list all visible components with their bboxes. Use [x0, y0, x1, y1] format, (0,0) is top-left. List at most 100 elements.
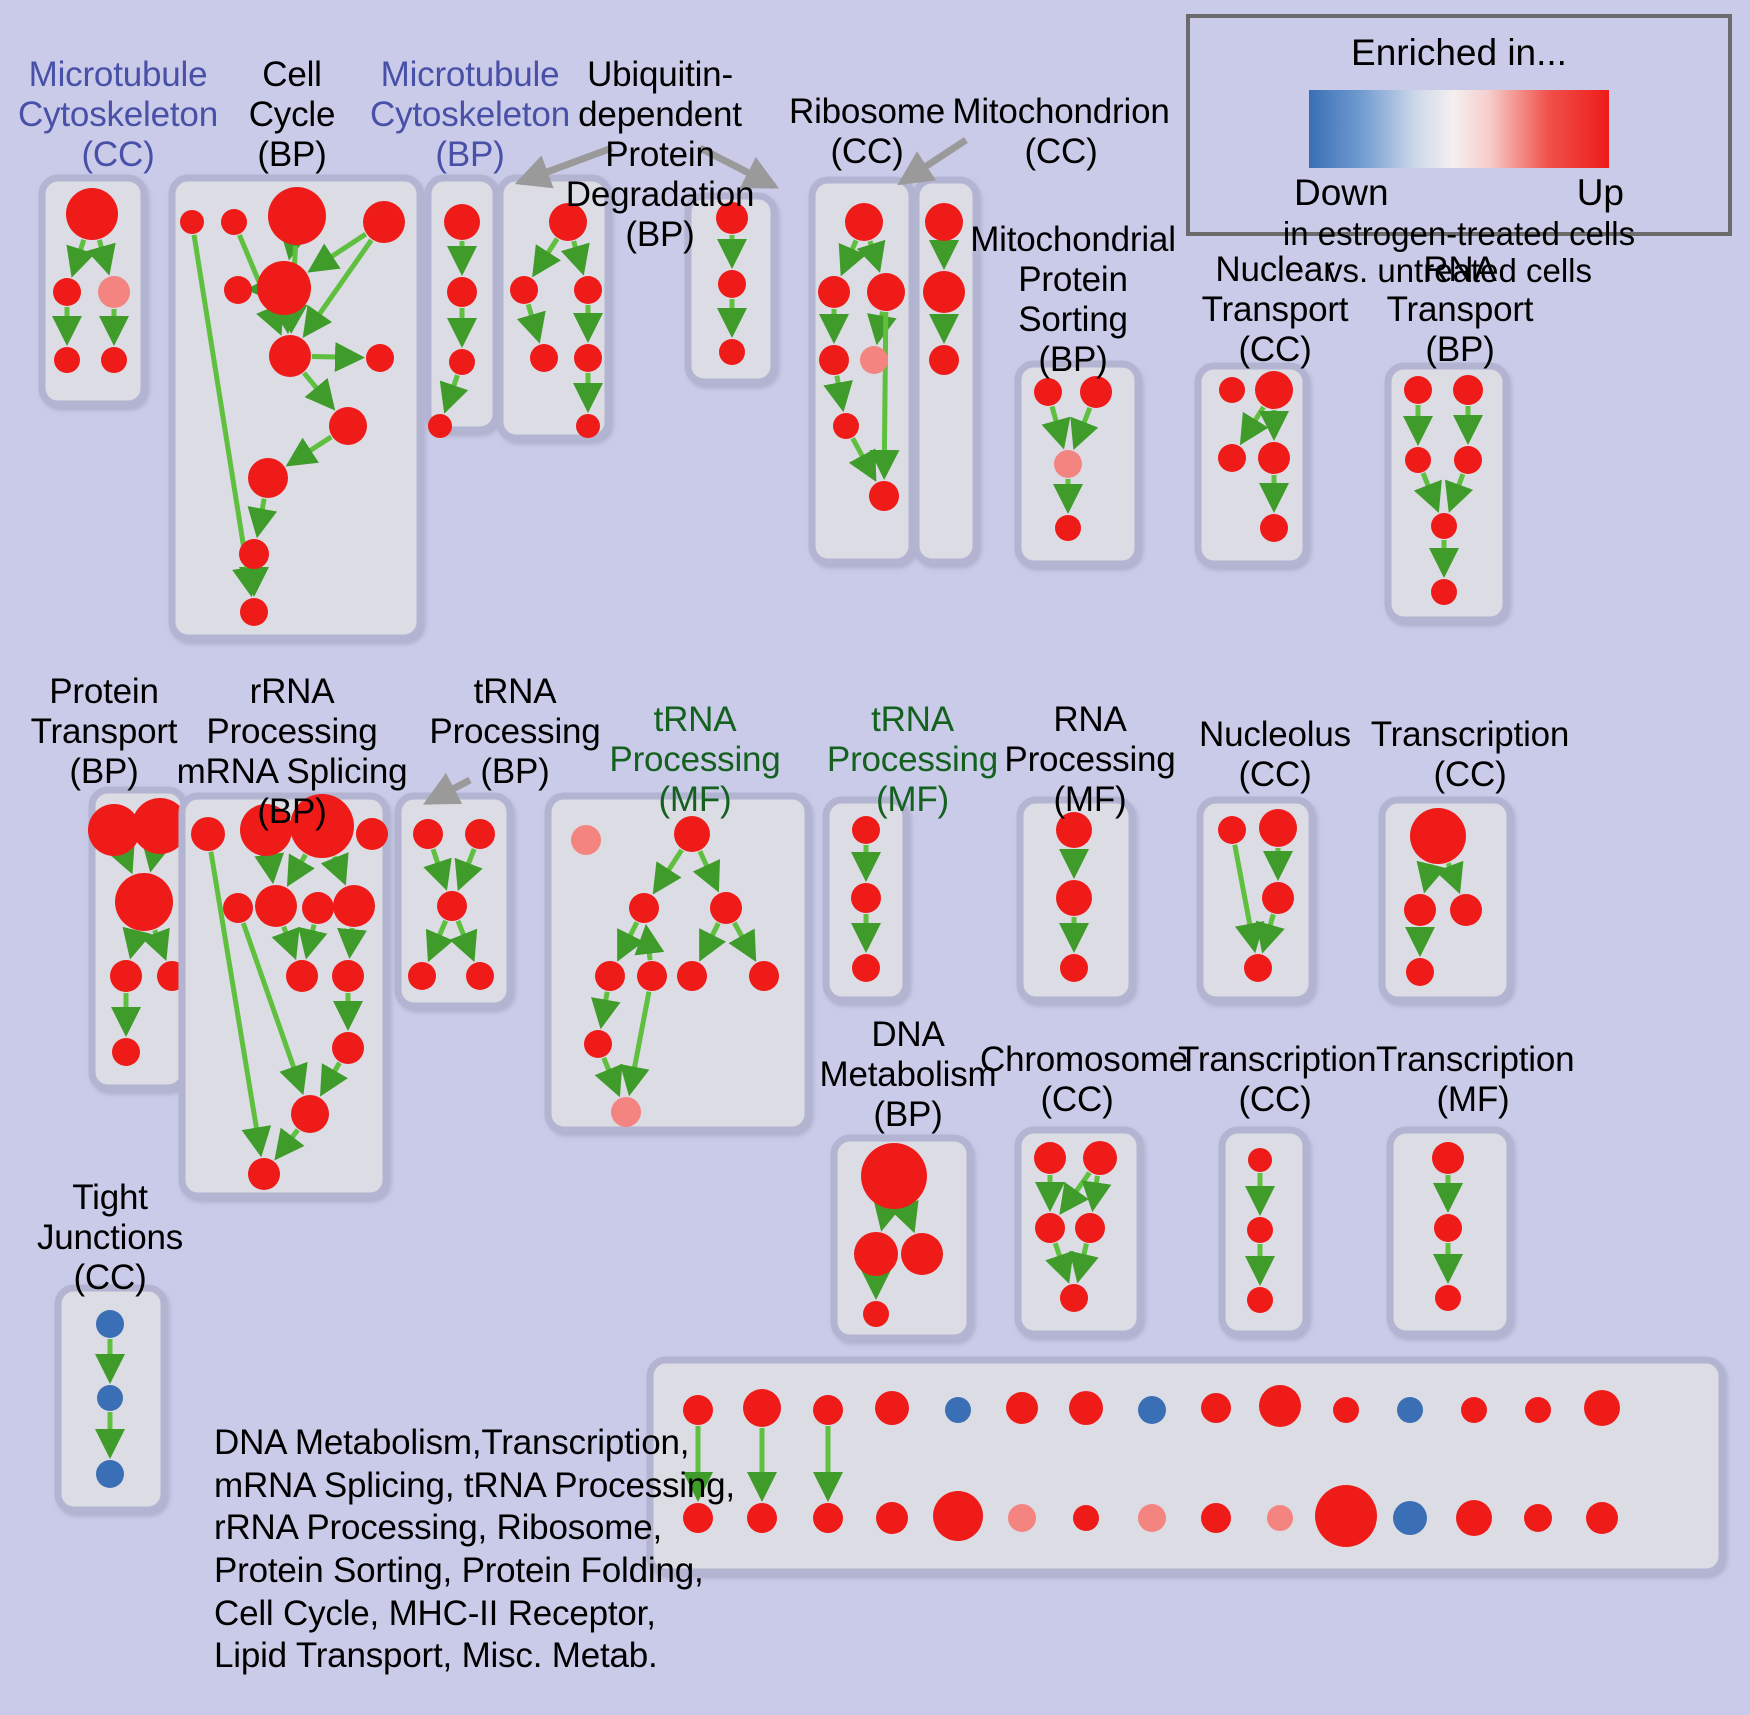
network-node[interactable] — [876, 1502, 908, 1534]
network-node[interactable] — [1434, 1214, 1462, 1242]
network-node[interactable] — [819, 345, 849, 375]
network-node[interactable] — [1247, 1287, 1273, 1313]
network-node[interactable] — [925, 203, 963, 241]
network-node[interactable] — [1055, 515, 1081, 541]
network-node[interactable] — [674, 816, 710, 852]
network-node[interactable] — [291, 1095, 329, 1133]
network-node[interactable] — [1075, 1213, 1105, 1243]
network-node[interactable] — [54, 347, 80, 373]
network-node[interactable] — [945, 1397, 971, 1423]
network-node[interactable] — [255, 885, 297, 927]
network-node[interactable] — [845, 203, 883, 241]
network-node[interactable] — [428, 414, 452, 438]
network-node[interactable] — [716, 202, 748, 234]
network-node[interactable] — [180, 210, 204, 234]
network-node[interactable] — [710, 892, 742, 924]
network-node[interactable] — [447, 277, 477, 307]
network-node[interactable] — [1454, 446, 1482, 474]
network-node[interactable] — [1404, 894, 1436, 926]
network-node[interactable] — [933, 1491, 983, 1541]
network-node[interactable] — [221, 209, 247, 235]
network-node[interactable] — [749, 961, 779, 991]
network-node[interactable] — [413, 819, 443, 849]
network-node[interactable] — [224, 276, 252, 304]
network-node[interactable] — [1267, 1505, 1293, 1531]
network-node[interactable] — [851, 883, 881, 913]
network-node[interactable] — [1069, 1391, 1103, 1425]
network-node[interactable] — [53, 278, 81, 306]
network-node[interactable] — [363, 201, 405, 243]
network-node[interactable] — [1083, 1141, 1117, 1175]
network-node[interactable] — [1586, 1502, 1618, 1534]
network-node[interactable] — [1056, 880, 1092, 916]
network-node[interactable] — [1034, 378, 1062, 406]
network-node[interactable] — [132, 798, 188, 854]
network-node[interactable] — [1218, 816, 1246, 844]
network-node[interactable] — [1247, 1217, 1273, 1243]
network-node[interactable] — [449, 349, 475, 375]
network-node[interactable] — [852, 954, 880, 982]
network-node[interactable] — [290, 794, 354, 858]
network-node[interactable] — [637, 961, 667, 991]
network-node[interactable] — [813, 1503, 843, 1533]
network-node[interactable] — [718, 270, 746, 298]
network-node[interactable] — [510, 276, 538, 304]
network-node[interactable] — [1244, 954, 1272, 982]
network-node[interactable] — [1315, 1485, 1377, 1547]
network-node[interactable] — [268, 187, 326, 245]
network-node[interactable] — [1431, 513, 1457, 539]
network-node[interactable] — [1138, 1396, 1166, 1424]
network-node[interactable] — [1201, 1503, 1231, 1533]
network-node[interactable] — [1138, 1504, 1166, 1532]
network-node[interactable] — [1431, 579, 1457, 605]
network-node[interactable] — [332, 960, 364, 992]
network-node[interactable] — [530, 344, 558, 372]
network-node[interactable] — [1258, 442, 1290, 474]
network-node[interactable] — [1008, 1504, 1036, 1532]
network-node[interactable] — [1259, 809, 1297, 847]
network-node[interactable] — [611, 1097, 641, 1127]
network-node[interactable] — [1255, 371, 1293, 409]
network-node[interactable] — [1056, 812, 1092, 848]
network-node[interactable] — [66, 188, 118, 240]
network-node[interactable] — [286, 960, 318, 992]
network-node[interactable] — [1248, 1148, 1272, 1172]
network-node[interactable] — [257, 261, 311, 315]
network-node[interactable] — [115, 873, 173, 931]
network-node[interactable] — [683, 1395, 713, 1425]
network-node[interactable] — [629, 893, 659, 923]
network-node[interactable] — [366, 344, 394, 372]
network-node[interactable] — [1333, 1397, 1359, 1423]
network-node[interactable] — [110, 960, 142, 992]
network-node[interactable] — [719, 339, 745, 365]
network-node[interactable] — [240, 804, 292, 856]
network-node[interactable] — [248, 458, 288, 498]
network-node[interactable] — [1525, 1397, 1551, 1423]
network-node[interactable] — [465, 819, 495, 849]
network-node[interactable] — [929, 345, 959, 375]
network-node[interactable] — [574, 344, 602, 372]
network-node[interactable] — [549, 203, 587, 241]
network-node[interactable] — [444, 204, 480, 240]
network-node[interactable] — [869, 481, 899, 511]
network-node[interactable] — [1435, 1285, 1461, 1311]
network-node[interactable] — [852, 816, 880, 844]
network-node[interactable] — [901, 1233, 943, 1275]
network-node[interactable] — [1406, 958, 1434, 986]
network-node[interactable] — [437, 891, 467, 921]
network-node[interactable] — [863, 1301, 889, 1327]
network-node[interactable] — [1461, 1397, 1487, 1423]
network-node[interactable] — [408, 962, 436, 990]
network-node[interactable] — [1404, 376, 1432, 404]
network-node[interactable] — [1393, 1501, 1427, 1535]
network-node[interactable] — [466, 962, 494, 990]
network-node[interactable] — [101, 347, 127, 373]
network-node[interactable] — [875, 1391, 909, 1425]
network-node[interactable] — [1397, 1397, 1423, 1423]
network-node[interactable] — [1453, 375, 1483, 405]
network-node[interactable] — [1219, 377, 1245, 403]
network-node[interactable] — [1218, 444, 1246, 472]
network-node[interactable] — [1201, 1393, 1231, 1423]
network-node[interactable] — [1080, 376, 1112, 408]
network-node[interactable] — [584, 1030, 612, 1058]
